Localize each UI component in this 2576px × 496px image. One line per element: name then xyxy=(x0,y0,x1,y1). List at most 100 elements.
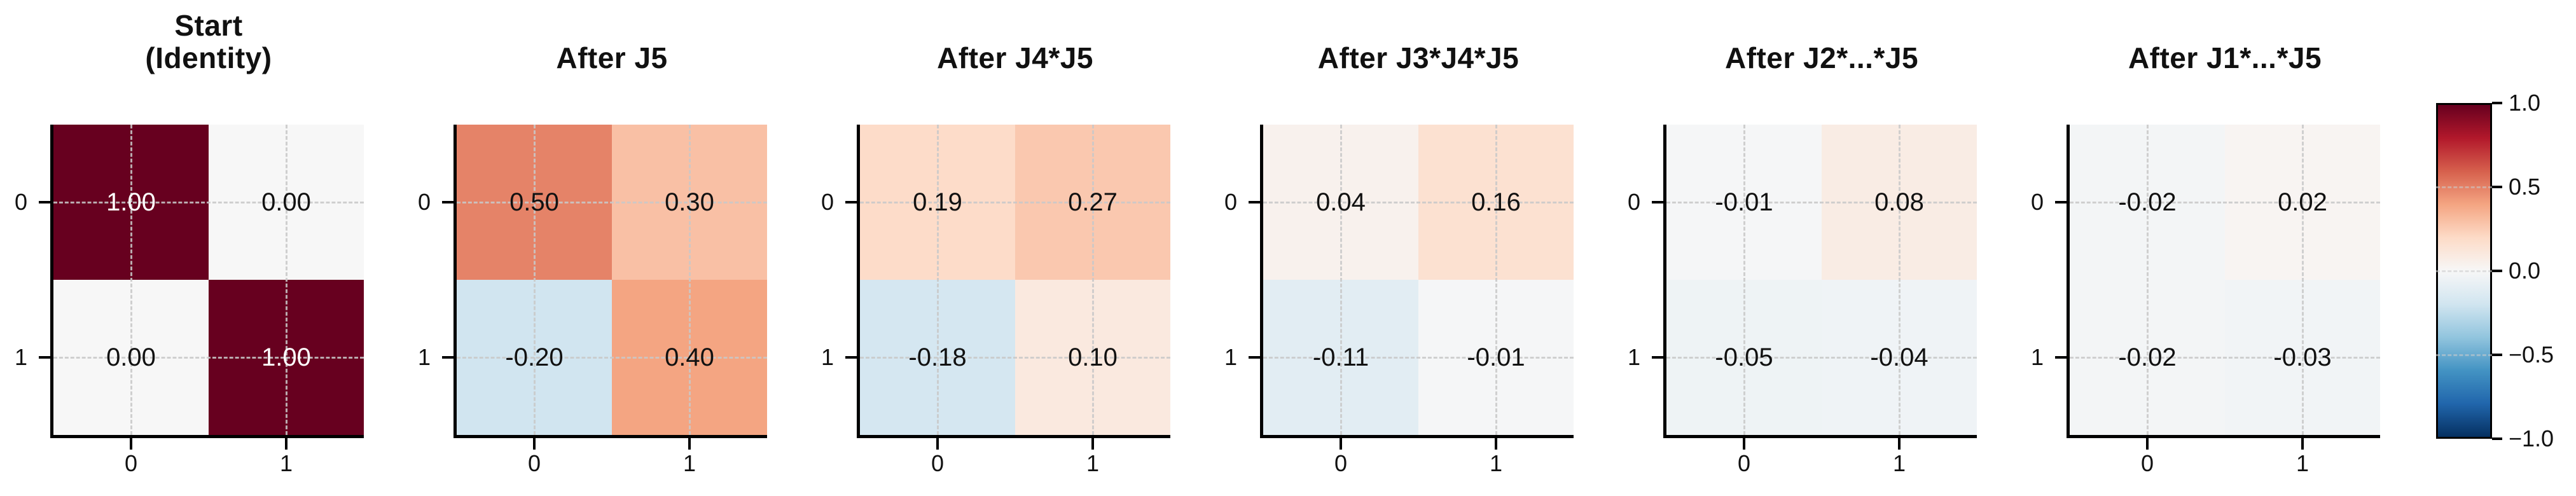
panel-title-line: After J2*...*J5 xyxy=(1724,41,1919,75)
colorbar-gridline xyxy=(2436,186,2492,188)
cell-value: -0.02 xyxy=(2118,188,2177,216)
x-tick xyxy=(130,438,132,450)
x-tick-label: 1 xyxy=(1086,450,1100,476)
panel-title-line: Start xyxy=(174,8,243,42)
gridline-horizontal xyxy=(860,356,1170,359)
heatmap: 0.50 0.30 -0.20 0.40 xyxy=(457,125,767,435)
y-tick xyxy=(442,356,454,359)
y-tick-label: 1 xyxy=(1627,344,1640,370)
x-tick-label: 0 xyxy=(1334,450,1348,476)
y-tick-label: 0 xyxy=(1224,189,1237,215)
heatmap: -0.01 0.08 -0.05 -0.04 xyxy=(1666,125,1977,435)
gridline-vertical xyxy=(130,125,132,435)
x-tick-label: 0 xyxy=(1737,450,1751,476)
colorbar-tick xyxy=(2492,186,2502,188)
x-tick-label: 1 xyxy=(2296,450,2309,476)
x-axis-spine xyxy=(1663,435,1977,438)
gridline-horizontal xyxy=(53,201,364,203)
heatmap: 0.19 0.27 -0.18 0.10 xyxy=(860,125,1170,435)
cell-value: 0.50 xyxy=(509,188,559,216)
heatmap: -0.02 0.02 -0.02 -0.03 xyxy=(2070,125,2380,435)
x-tick xyxy=(1898,438,1901,450)
panel-title: After J2*...*J5 xyxy=(1609,0,2034,75)
x-axis-spine xyxy=(857,435,1170,438)
y-axis-spine xyxy=(2067,125,2070,438)
cell-value: 0.19 xyxy=(913,188,962,216)
x-tick xyxy=(2146,438,2149,450)
y-tick-label: 0 xyxy=(14,189,27,215)
x-tick-label: 0 xyxy=(931,450,945,476)
x-axis-spine xyxy=(50,435,364,438)
gridline-vertical xyxy=(1898,125,1901,435)
y-tick-label: 0 xyxy=(2030,189,2044,215)
y-tick-label: 1 xyxy=(821,344,834,370)
gridline-horizontal xyxy=(1263,356,1574,359)
x-tick xyxy=(1340,438,1342,450)
y-axis-spine xyxy=(1260,125,1263,438)
gridline-vertical xyxy=(2301,125,2304,435)
y-tick xyxy=(845,201,857,203)
y-tick xyxy=(39,201,50,203)
cell-value: 0.16 xyxy=(1471,188,1521,216)
y-axis-spine xyxy=(1663,125,1666,438)
colorbar-tick xyxy=(2492,437,2502,440)
colorbar-tick xyxy=(2492,354,2502,356)
x-axis-spine xyxy=(1260,435,1574,438)
gridline-vertical xyxy=(1340,125,1342,435)
y-tick xyxy=(39,356,50,359)
x-tick xyxy=(1091,438,1094,450)
heatmap: 0.04 0.16 -0.11 -0.01 xyxy=(1263,125,1574,435)
gridline-horizontal xyxy=(2070,356,2380,359)
cell-value: 1.00 xyxy=(106,188,156,216)
x-tick xyxy=(688,438,691,450)
y-tick xyxy=(1652,201,1663,203)
y-axis-spine xyxy=(857,125,860,438)
colorbar-gridline xyxy=(2436,270,2492,272)
cell-value: -0.03 xyxy=(2273,343,2332,371)
colorbar-tick-label: −1.0 xyxy=(2509,425,2554,451)
y-tick-label: 1 xyxy=(417,344,431,370)
x-tick xyxy=(1495,438,1497,450)
y-tick-label: 1 xyxy=(1224,344,1237,370)
cell-value: -0.01 xyxy=(1467,343,1525,371)
cell-value: 0.27 xyxy=(1068,188,1118,216)
x-tick xyxy=(1743,438,1745,450)
cell-value: 0.10 xyxy=(1068,343,1118,371)
gridline-vertical xyxy=(1091,125,1094,435)
x-tick-label: 1 xyxy=(1489,450,1503,476)
colorbar-tick-label: 0.5 xyxy=(2509,174,2541,200)
panel-title: After J4*J5 xyxy=(803,0,1228,75)
panel-title: After J5 xyxy=(399,0,824,75)
gridline-vertical xyxy=(936,125,939,435)
x-tick-label: 0 xyxy=(124,450,138,476)
x-tick-label: 0 xyxy=(2140,450,2154,476)
y-tick xyxy=(442,201,454,203)
panel-title-line: After J4*J5 xyxy=(937,41,1093,75)
cell-value: 0.04 xyxy=(1316,188,1366,216)
y-tick xyxy=(2055,201,2067,203)
y-tick xyxy=(1652,356,1663,359)
y-tick-label: 1 xyxy=(14,344,27,370)
gridline-vertical xyxy=(1743,125,1745,435)
y-tick xyxy=(1249,356,1260,359)
x-tick xyxy=(285,438,287,450)
heatmap: 1.00 0.00 0.00 1.00 xyxy=(53,125,364,435)
x-tick xyxy=(2301,438,2304,450)
cell-value: 0.08 xyxy=(1874,188,1924,216)
panel-title: After J1*...*J5 xyxy=(2012,0,2437,75)
panel-title-line: After J3*J4*J5 xyxy=(1317,41,1520,75)
panel-title-line: After J1*...*J5 xyxy=(2128,41,2322,75)
cell-value: 0.00 xyxy=(106,343,156,371)
y-tick-label: 1 xyxy=(2030,344,2044,370)
colorbar-tick-label: 0.0 xyxy=(2509,258,2541,284)
x-tick xyxy=(936,438,939,450)
panel-title-line: (Identity) xyxy=(145,41,272,75)
cell-value: -0.05 xyxy=(1715,343,1773,371)
colorbar-tick-label: 1.0 xyxy=(2509,90,2541,116)
cell-value: 0.30 xyxy=(665,188,714,216)
colorbar-tick-label: −0.5 xyxy=(2509,341,2554,368)
x-tick-label: 0 xyxy=(527,450,541,476)
cell-value: -0.01 xyxy=(1715,188,1773,216)
cell-value: 0.00 xyxy=(261,188,311,216)
